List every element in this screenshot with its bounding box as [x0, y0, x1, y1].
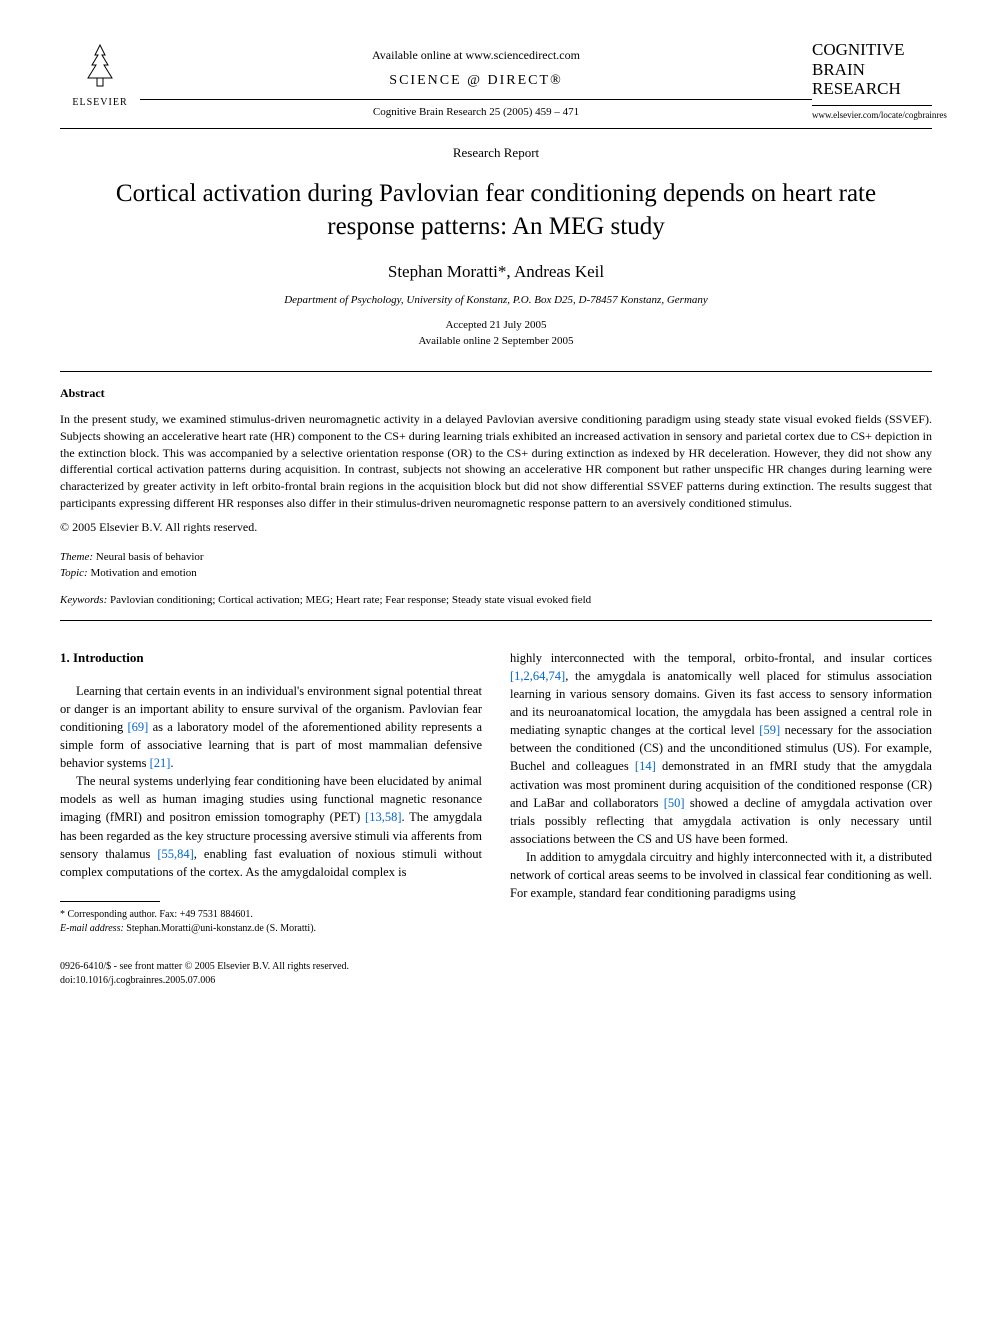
body-paragraph: In addition to amygdala circuitry and hi… — [510, 848, 932, 902]
abstract-heading: Abstract — [60, 386, 932, 401]
keywords-block: Keywords: Pavlovian conditioning; Cortic… — [60, 594, 932, 606]
journal-rule — [812, 105, 932, 106]
journal-logo: COGNITIVE BRAIN RESEARCH www.elsevier.co… — [812, 40, 932, 120]
citation-link[interactable]: [13,58] — [365, 810, 401, 824]
theme-value: Neural basis of behavior — [96, 551, 204, 563]
citation-link[interactable]: [14] — [635, 759, 656, 773]
footer-copyright: 0926-6410/$ - see front matter © 2005 El… — [60, 960, 932, 974]
journal-url[interactable]: www.elsevier.com/locate/cogbrainres — [812, 110, 932, 120]
citation-link[interactable]: [59] — [759, 723, 780, 737]
email-label: E-mail address: — [60, 923, 124, 934]
theme-topic-block: Theme: Neural basis of behavior Topic: M… — [60, 549, 932, 582]
theme-label: Theme: — [60, 551, 93, 563]
journal-title-line: RESEARCH — [812, 79, 932, 99]
abstract-text: In the present study, we examined stimul… — [60, 411, 932, 512]
publication-dates: Accepted 21 July 2005 Available online 2… — [60, 318, 932, 349]
body-paragraph: The neural systems underlying fear condi… — [60, 772, 482, 881]
citation-link[interactable]: [50] — [664, 796, 685, 810]
citation-link[interactable]: [21] — [150, 756, 171, 770]
citation-link[interactable]: [1,2,64,74] — [510, 669, 565, 683]
header-rule — [140, 99, 812, 100]
email-value[interactable]: Stephan.Moratti@uni-konstanz.de (S. Mora… — [126, 923, 316, 934]
divider — [60, 371, 932, 372]
body-text: . — [170, 756, 173, 770]
topic-label: Topic: — [60, 567, 88, 579]
corresponding-author: * Corresponding author. Fax: +49 7531 88… — [60, 908, 482, 922]
available-online-date: Available online 2 September 2005 — [60, 334, 932, 349]
journal-reference: Cognitive Brain Research 25 (2005) 459 –… — [140, 106, 812, 118]
accepted-date: Accepted 21 July 2005 — [60, 318, 932, 333]
citation-link[interactable]: [69] — [127, 720, 148, 734]
divider — [60, 128, 932, 129]
footer: 0926-6410/$ - see front matter © 2005 El… — [60, 960, 932, 988]
footnote-rule — [60, 901, 160, 902]
journal-title-line: BRAIN — [812, 60, 932, 80]
authors: Stephan Moratti*, Andreas Keil — [60, 262, 932, 282]
footer-doi: doi:10.1016/j.cogbrainres.2005.07.006 — [60, 974, 932, 988]
center-header: Available online at www.sciencedirect.co… — [140, 40, 812, 118]
header: ELSEVIER Available online at www.science… — [60, 40, 932, 120]
body-columns: 1. Introduction Learning that certain ev… — [60, 649, 932, 936]
available-online-text: Available online at www.sciencedirect.co… — [140, 48, 812, 63]
science-direct-logo: SCIENCE @ DIRECT® — [140, 73, 812, 89]
keywords-label: Keywords: — [60, 594, 107, 606]
footnote: * Corresponding author. Fax: +49 7531 88… — [60, 908, 482, 936]
article-type: Research Report — [60, 145, 932, 161]
journal-title: COGNITIVE BRAIN RESEARCH — [812, 40, 932, 99]
publisher-logo: ELSEVIER — [60, 40, 140, 108]
article-title: Cortical activation during Pavlovian fea… — [60, 177, 932, 245]
journal-title-line: COGNITIVE — [812, 40, 932, 60]
citation-link[interactable]: [55,84] — [157, 847, 193, 861]
section-heading: 1. Introduction — [60, 649, 482, 668]
right-column: highly interconnected with the temporal,… — [510, 649, 932, 936]
topic-value: Motivation and emotion — [90, 567, 196, 579]
affiliation: Department of Psychology, University of … — [60, 294, 932, 306]
body-paragraph: highly interconnected with the temporal,… — [510, 649, 932, 848]
elsevier-tree-icon — [60, 40, 140, 97]
keywords-value: Pavlovian conditioning; Cortical activat… — [110, 594, 591, 606]
body-paragraph: Learning that certain events in an indiv… — [60, 682, 482, 773]
publisher-name: ELSEVIER — [60, 97, 140, 108]
copyright: © 2005 Elsevier B.V. All rights reserved… — [60, 520, 932, 535]
left-column: 1. Introduction Learning that certain ev… — [60, 649, 482, 936]
body-text: highly interconnected with the temporal,… — [510, 651, 932, 665]
divider — [60, 620, 932, 621]
